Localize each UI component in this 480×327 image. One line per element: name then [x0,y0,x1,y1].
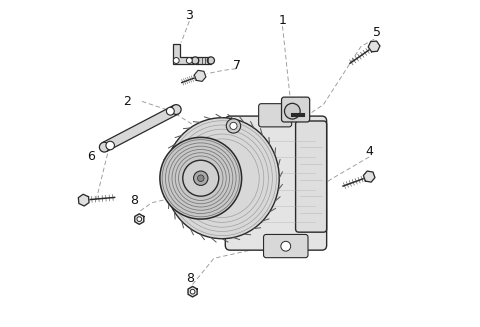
Polygon shape [194,70,206,81]
Ellipse shape [171,105,181,114]
Circle shape [106,141,114,150]
Circle shape [197,175,204,181]
Text: 8: 8 [130,194,138,207]
FancyBboxPatch shape [296,121,327,232]
Text: 3: 3 [185,9,193,22]
Circle shape [226,119,240,133]
Circle shape [285,103,300,119]
Text: 8: 8 [186,272,194,285]
Circle shape [190,289,195,294]
Ellipse shape [165,118,279,239]
Circle shape [167,107,174,115]
Polygon shape [135,214,144,224]
Circle shape [193,171,208,185]
Circle shape [230,122,237,129]
Ellipse shape [192,57,199,64]
Text: 6: 6 [87,150,95,164]
FancyBboxPatch shape [259,104,292,127]
Text: 5: 5 [372,26,381,39]
Circle shape [183,160,219,196]
Ellipse shape [207,57,215,64]
Polygon shape [102,105,179,151]
FancyBboxPatch shape [225,116,327,250]
Text: 1: 1 [278,14,287,27]
Circle shape [173,58,179,63]
Text: 2: 2 [123,95,131,108]
Polygon shape [188,286,197,297]
Polygon shape [78,194,89,206]
Ellipse shape [99,142,109,152]
Polygon shape [195,57,211,64]
Circle shape [137,217,142,221]
Text: 4: 4 [365,145,373,158]
Polygon shape [363,171,375,182]
Text: 7: 7 [233,59,241,72]
Circle shape [281,241,291,251]
Circle shape [186,58,192,63]
Circle shape [160,137,241,219]
Polygon shape [368,41,380,52]
FancyBboxPatch shape [264,234,308,258]
Polygon shape [173,44,194,64]
FancyBboxPatch shape [282,97,310,122]
